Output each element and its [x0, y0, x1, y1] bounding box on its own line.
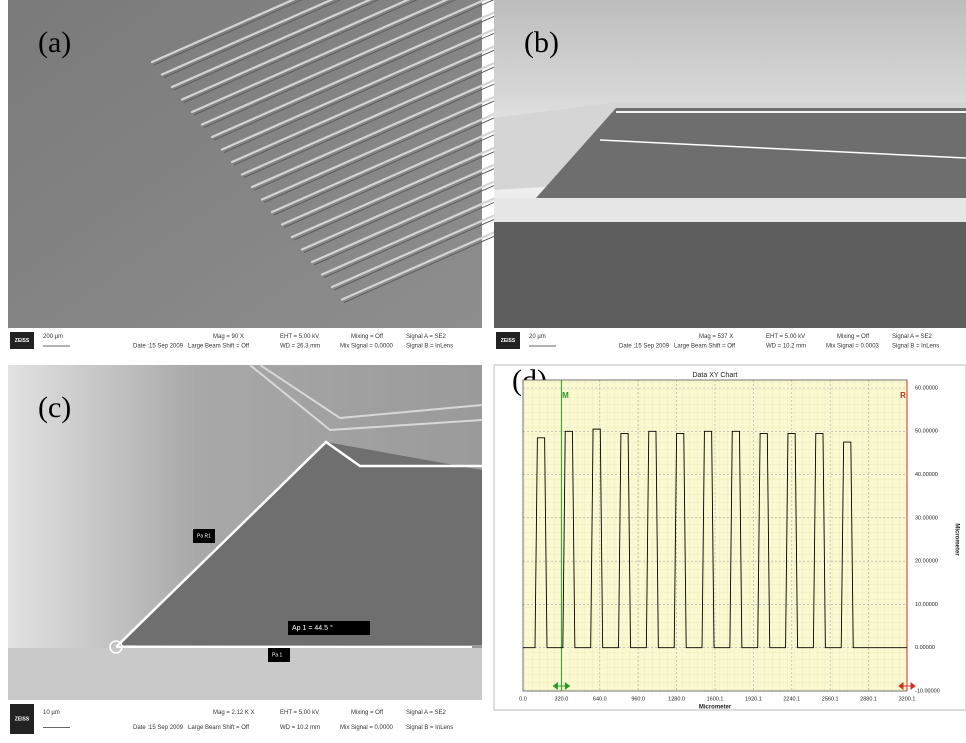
- info-signal-b: Signal B = InLens: [406, 725, 453, 731]
- x-tick-label: 2560.1: [822, 696, 839, 702]
- info-bar: [8, 700, 482, 738]
- x-tick-label: 320.0: [555, 696, 569, 702]
- info-signal-b: Signal B = InLens: [892, 344, 939, 350]
- y-tick-label: 50.00000: [915, 429, 938, 435]
- marker-label: M: [562, 391, 569, 400]
- sem-image-c: [8, 365, 482, 700]
- marker-label: R: [900, 391, 906, 400]
- info-wd: WD = 10.2 mm: [766, 344, 806, 350]
- y-tick-label: 20.00000: [915, 559, 938, 565]
- logo: ZEISS: [15, 338, 30, 344]
- x-tick-label: 3200.1: [899, 696, 916, 702]
- info-beam: Large Beam Shift = Off: [188, 725, 249, 731]
- info-wd: WD = 26.3 mm: [280, 344, 320, 350]
- logo: ZEISS: [15, 716, 30, 722]
- info-mag: Mag = 2.12 K X: [213, 710, 255, 716]
- x-tick-label: 2240.1: [783, 696, 800, 702]
- x-tick-label: 0.0: [519, 696, 527, 702]
- info-mag: Mag = 90 X: [213, 334, 244, 340]
- x-tick-label: 1920.1: [745, 696, 762, 702]
- info-mixing: Mixing = Off: [351, 710, 383, 716]
- y-tick-label: 40.00000: [915, 472, 938, 478]
- info-scale: 20 µm: [529, 334, 546, 340]
- chart-title: Data XY Chart: [692, 372, 737, 379]
- info-date: Date :15 Sep 2009: [133, 344, 184, 350]
- info-date: Date :15 Sep 2009: [133, 725, 184, 731]
- sem-image-b: [494, 0, 966, 328]
- chart: (d)Data XY Chart60.0000050.0000040.00000…: [512, 364, 959, 711]
- info-wd: WD = 10.2 mm: [280, 725, 320, 731]
- y-tick-label: -10.00000: [915, 688, 940, 694]
- info-eht: EHT = 5.00 kV: [280, 334, 319, 340]
- annotation: Pa R1: [197, 533, 211, 539]
- info-mixing: Mixing = Off: [837, 334, 869, 340]
- y-tick-label: 60.00000: [915, 385, 938, 391]
- info-eht: EHT = 5.00 kV: [280, 710, 319, 716]
- info-signal-a: Signal A = SE2: [406, 710, 447, 716]
- info-mix-signal: Mix Signal = 0.0000: [340, 725, 394, 731]
- figure: (d)Data XY Chart60.0000050.0000040.00000…: [0, 0, 966, 738]
- panel-label: (c): [38, 391, 71, 424]
- info-eht: EHT = 5.00 kV: [766, 334, 805, 340]
- y-tick-label: 0.00000: [915, 645, 935, 651]
- info-scale: 200 µm: [43, 334, 63, 340]
- y-axis-label: Micrometer: [953, 523, 959, 556]
- info-beam: Large Beam Shift = Off: [674, 344, 735, 350]
- x-tick-label: 1280.0: [668, 696, 685, 702]
- info-mix-signal: Mix Signal = 0.0003: [826, 344, 880, 350]
- info-mix-signal: Mix Signal = 0.0000: [340, 344, 394, 350]
- info-signal-b: Signal B = InLens: [406, 344, 453, 350]
- panel-label: (b): [524, 26, 559, 59]
- x-tick-label: 640.0: [593, 696, 607, 702]
- info-mag: Mag = 537 X: [699, 334, 733, 340]
- annotation: Pa 1: [272, 652, 283, 658]
- annotation: Ap 1 = 44.5 °: [292, 624, 333, 632]
- logo: ZEISS: [501, 338, 516, 344]
- panel-label: (a): [38, 26, 71, 59]
- info-mixing: Mixing = Off: [351, 334, 383, 340]
- y-tick-label: 30.00000: [915, 515, 938, 521]
- info-signal-a: Signal A = SE2: [892, 334, 933, 340]
- x-tick-label: 2880.1: [860, 696, 877, 702]
- x-axis-label: Micrometer: [699, 705, 732, 711]
- info-signal-a: Signal A = SE2: [406, 334, 447, 340]
- info-beam: Large Beam Shift = Off: [188, 344, 249, 350]
- y-tick-label: 10.00000: [915, 602, 938, 608]
- info-date: Date :15 Sep 2009: [619, 344, 670, 350]
- x-tick-label: 1600.1: [707, 696, 724, 702]
- x-tick-label: 960.0: [631, 696, 645, 702]
- info-scale: 10 µm: [43, 710, 60, 716]
